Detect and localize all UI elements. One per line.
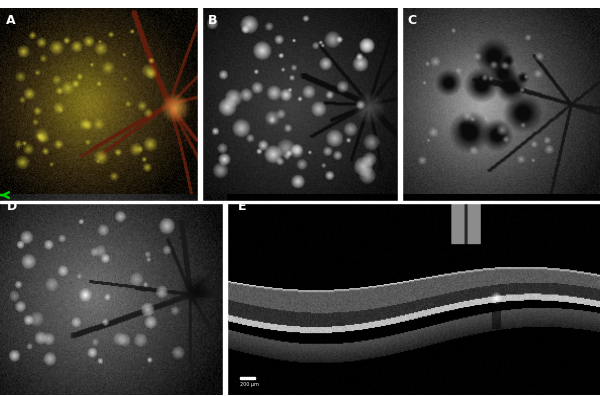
Text: 200 μm: 200 μm	[240, 382, 259, 387]
Bar	[240, 377, 255, 379]
Text: E: E	[238, 200, 247, 213]
Text: B: B	[208, 14, 217, 27]
Text: D: D	[7, 200, 17, 213]
Text: C: C	[408, 14, 417, 27]
Text: A: A	[6, 14, 16, 27]
